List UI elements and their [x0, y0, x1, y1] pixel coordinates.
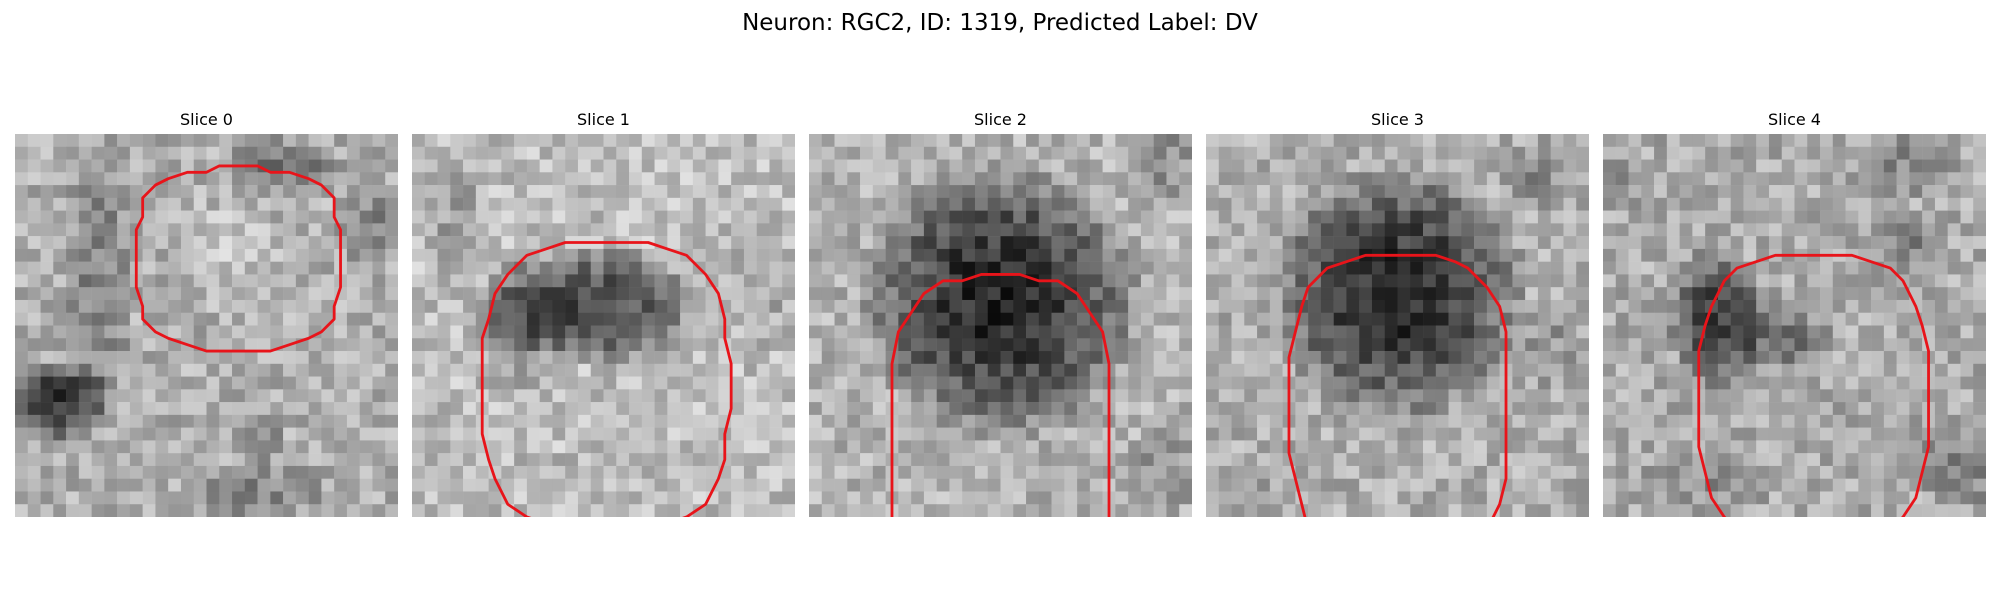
slice-image-3	[1206, 134, 1589, 517]
slice-panel-2: Slice 2	[809, 110, 1192, 530]
slice-title-0: Slice 0	[180, 110, 233, 129]
slice-image-0	[15, 134, 398, 517]
slice-image-4	[1603, 134, 1986, 517]
slice-panel-0: Slice 0	[15, 110, 398, 530]
slice-title-1: Slice 1	[577, 110, 630, 129]
slice-title-3: Slice 3	[1371, 110, 1424, 129]
slice-image-1	[412, 134, 795, 517]
slice-panel-3: Slice 3	[1206, 110, 1589, 530]
cell-contour-0	[134, 164, 342, 353]
slice-title-2: Slice 2	[974, 110, 1027, 129]
cell-contour-4	[1697, 253, 1930, 517]
cell-contour-3	[1287, 253, 1508, 517]
slice-image-2	[809, 134, 1192, 517]
slice-title-4: Slice 4	[1768, 110, 1821, 129]
cell-contour-1	[480, 241, 733, 517]
figure-title: Neuron: RGC2, ID: 1319, Predicted Label:…	[742, 10, 1258, 36]
cell-contour-2	[890, 273, 1111, 517]
slice-panel-4: Slice 4	[1603, 110, 1986, 530]
slice-panel-1: Slice 1	[412, 110, 795, 530]
